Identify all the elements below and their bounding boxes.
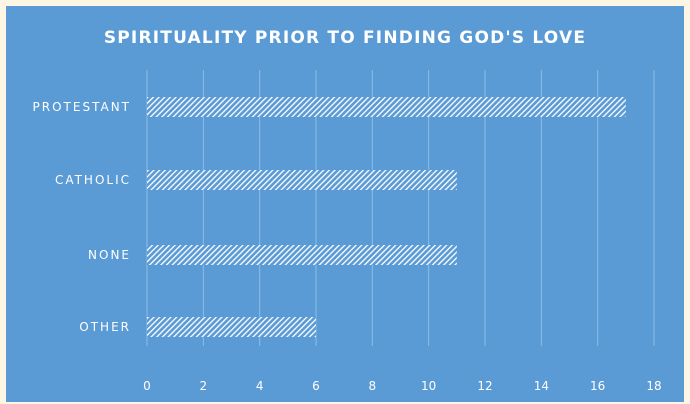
x-tick-label: 14 (534, 379, 549, 393)
x-tick-label: 18 (646, 379, 661, 393)
bar-catholic (147, 170, 457, 190)
x-tick-label: 0 (143, 379, 151, 393)
x-tick-label: 16 (590, 379, 605, 393)
bars (147, 97, 626, 337)
chart-title: SPIRITUALITY PRIOR TO FINDING GOD'S LOVE (103, 28, 587, 48)
x-tick-label: 8 (369, 379, 377, 393)
x-tick-label: 2 (200, 379, 208, 393)
chart-svg: PROTESTANT CATHOLIC NONE OTHER 0 2 4 6 8 10 12 14 1… (33, 70, 662, 393)
x-axis-tick-labels: 0 2 4 6 8 10 12 14 16 18 (143, 379, 661, 393)
category-labels: PROTESTANT CATHOLIC NONE OTHER (33, 100, 131, 334)
x-tick-label: 10 (421, 379, 436, 393)
category-label-protestant: PROTESTANT (33, 100, 131, 114)
bar-protestant (147, 97, 626, 117)
bar-other (147, 317, 316, 337)
chart-area: SPIRITUALITY PRIOR TO FINDING GOD'S LOVE… (6, 6, 684, 402)
x-tick-label: 6 (312, 379, 320, 393)
x-tick-label: 4 (256, 379, 264, 393)
category-label-other: OTHER (79, 320, 131, 334)
x-tick-label: 12 (477, 379, 492, 393)
category-label-catholic: CATHOLIC (55, 173, 131, 187)
category-label-none: NONE (88, 248, 131, 262)
bar-none (147, 245, 457, 265)
